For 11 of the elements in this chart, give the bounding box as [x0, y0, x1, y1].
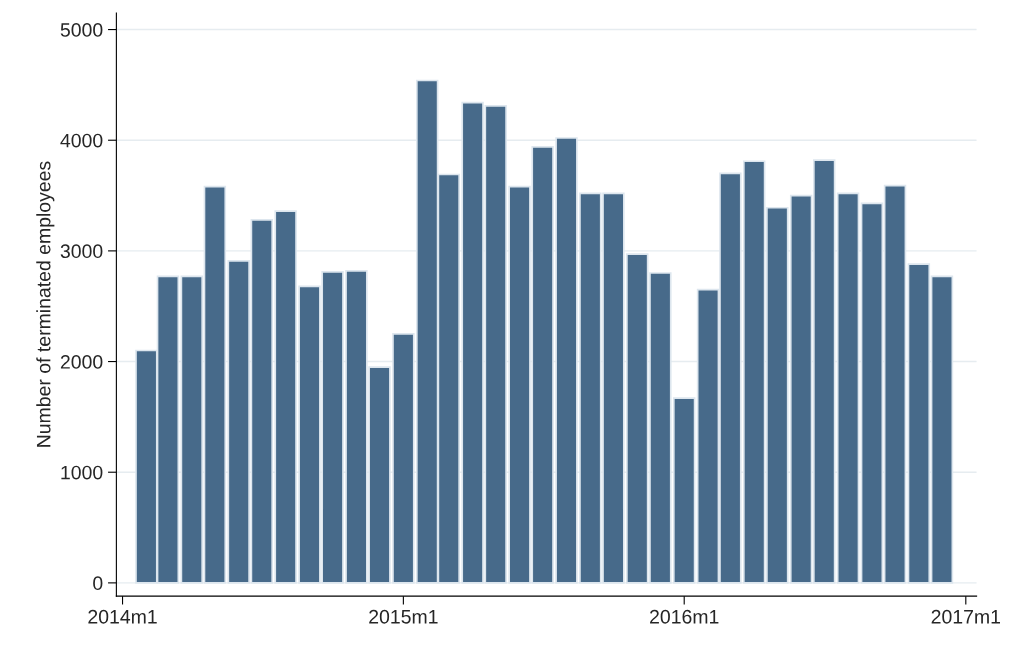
y-tick-label: 2000	[60, 355, 103, 369]
y-axis-title: Number of terminated employees	[36, 161, 55, 447]
y-tick-label: 0	[93, 576, 103, 591]
x-tick-label: 2016m1	[650, 609, 719, 624]
y-tick-label: 4000	[60, 133, 103, 148]
y-tick-label: 5000	[60, 23, 103, 37]
y-tick-label: 1000	[61, 465, 103, 480]
x-tick-label: 2017m1	[931, 609, 1000, 624]
x-tick-label: 2015m1	[369, 609, 438, 624]
x-tick-label: 2014m1	[88, 609, 157, 624]
y-tick-label: 3000	[60, 244, 103, 259]
